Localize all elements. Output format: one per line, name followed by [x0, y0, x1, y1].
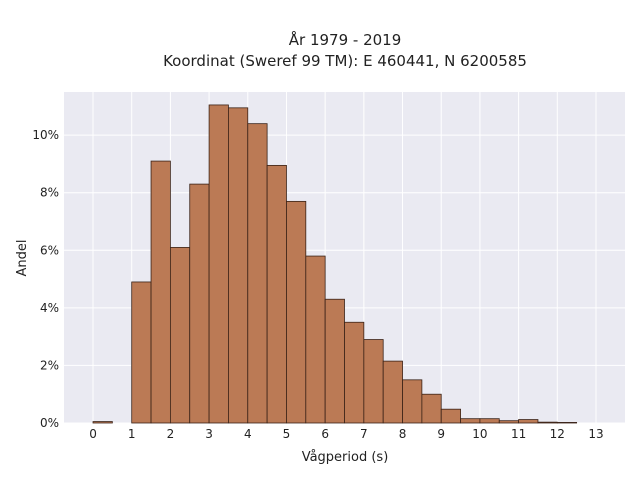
- y-tick-label: 8%: [40, 186, 59, 200]
- histogram-bar: [131, 281, 152, 424]
- histogram-bar: [189, 183, 210, 424]
- x-tick-label: 6: [321, 427, 329, 441]
- histogram-bar: [460, 418, 481, 424]
- x-tick-label: 7: [360, 427, 368, 441]
- x-tick-label: 12: [550, 427, 565, 441]
- histogram-bar: [556, 422, 578, 424]
- x-tick-label: 9: [437, 427, 445, 441]
- histogram-bar: [479, 418, 500, 424]
- histogram-bar: [421, 393, 442, 424]
- histogram-bar: [92, 421, 113, 424]
- histogram-bar: [150, 160, 171, 424]
- histogram-bar: [518, 419, 539, 424]
- y-axis-label: Andel: [15, 240, 30, 277]
- histogram-bar: [247, 123, 268, 424]
- y-tick-label: 0%: [40, 416, 59, 430]
- histogram-bar: [228, 107, 249, 424]
- histogram-bar: [440, 408, 461, 424]
- x-tick-label: 3: [205, 427, 213, 441]
- x-tick-label: 10: [472, 427, 487, 441]
- bars: [92, 104, 578, 424]
- histogram-bar: [344, 321, 365, 424]
- histogram-bar: [169, 247, 191, 424]
- x-tick-label: 4: [244, 427, 252, 441]
- y-tick-label: 6%: [40, 243, 59, 257]
- x-tick-label: 11: [511, 427, 526, 441]
- y-tick-label: 10%: [32, 128, 59, 142]
- x-tick-label: 2: [167, 427, 175, 441]
- histogram-bar: [266, 164, 287, 424]
- histogram-bar: [498, 420, 520, 424]
- histogram-bar: [305, 255, 326, 424]
- y-axis-ticks: 0% 2% 4% 6% 8% 10%: [32, 128, 59, 430]
- histogram-bar: [402, 379, 423, 424]
- histogram-bar: [208, 104, 229, 424]
- x-axis-ticks: 0 1 2 3 4 5 6 7 8 9 10 11 12 13: [89, 427, 603, 441]
- histogram-bar: [537, 421, 558, 424]
- x-tick-label: 1: [128, 427, 136, 441]
- chart-subtitle: Koordinat (Sweref 99 TM): E 460441, N 62…: [163, 52, 527, 70]
- x-tick-label: 8: [399, 427, 407, 441]
- x-tick-label: 5: [283, 427, 291, 441]
- histogram-bar: [382, 360, 403, 424]
- x-tick-label: 0: [89, 427, 97, 441]
- x-axis-label: Vågperiod (s): [302, 450, 389, 465]
- chart-title: År 1979 - 2019: [289, 30, 402, 49]
- histogram-bar: [363, 339, 384, 424]
- histogram-bar: [286, 200, 307, 424]
- x-tick-label: 13: [588, 427, 603, 441]
- y-tick-label: 4%: [40, 301, 59, 315]
- histogram-bar: [324, 298, 345, 424]
- y-tick-label: 2%: [40, 358, 59, 372]
